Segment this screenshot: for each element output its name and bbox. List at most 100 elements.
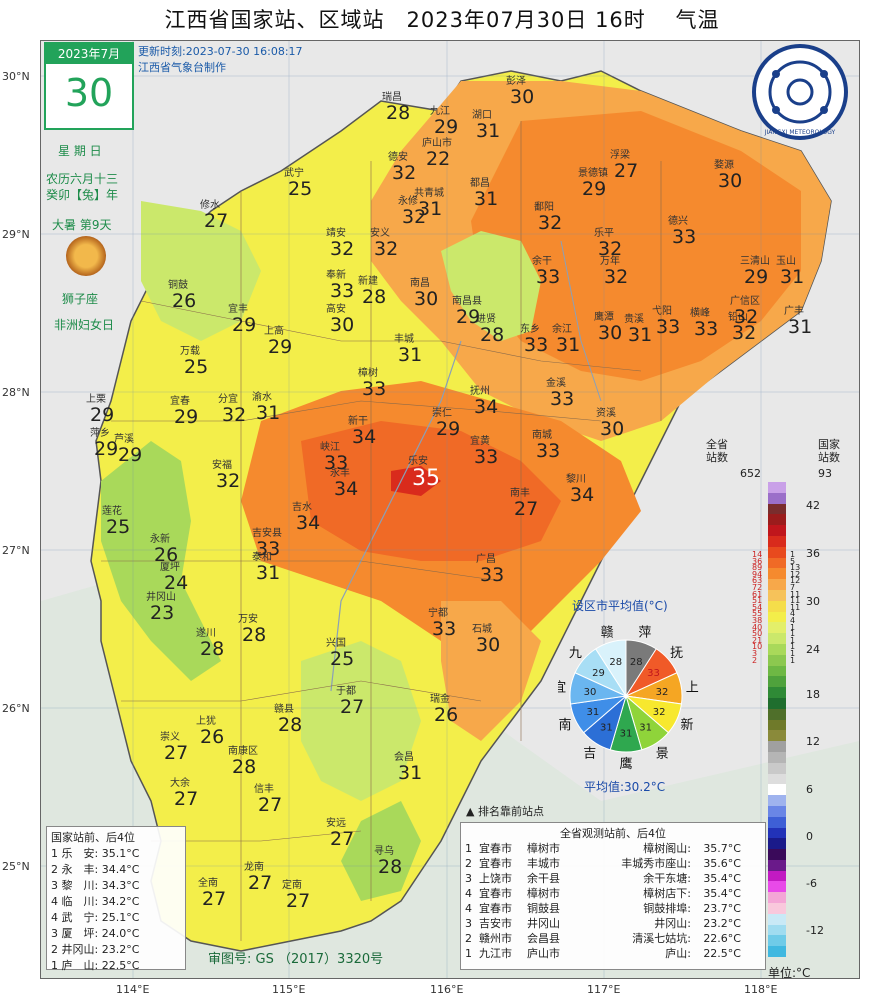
station-name: 庐山市 [422,138,452,149]
station-name: 上犹 [196,716,216,727]
colorbar-swatch [768,535,786,547]
station-name: 莲花 [102,506,122,517]
station-name: 横峰 [690,308,710,319]
station-temperature: 30 [330,314,355,336]
station-name: 余干 [532,256,552,267]
pie-city-label: 萍 [638,626,651,641]
station-temperature: 32 [222,404,247,426]
colorbar-swatch [768,557,786,569]
colorbar-swatch [768,816,786,828]
colorbar-swatch [768,719,786,731]
station-name: 峡江 [320,442,340,453]
station-temperature: 34 [570,484,595,506]
station-temperature: 34 [474,396,499,418]
all-ranking-cell: 23.7°C [703,902,741,915]
station-name: 鄱阳 [534,202,554,213]
all-ranking-cell: 余干县 [527,872,560,885]
station-temperature: 32 [374,238,399,260]
station-name: 上高 [264,326,284,337]
colorbar-count-national: 12 [790,576,801,586]
station-name: 武宁 [284,168,304,179]
station-temperature: 29 [174,406,199,428]
colorbar-tick: 30 [806,595,820,608]
colorbar-unit: 单位:°C [768,966,811,980]
colorbar-count-national: 7 [790,583,796,592]
all-ranking-cell: 樟树阁山: [643,842,691,855]
colorbar-swatch [768,503,786,515]
lat-label: 28°N [2,386,30,399]
station-temperature: 32 [598,238,623,260]
meteorology-logo-icon: JIANGXI METEOROLOGY [752,44,848,140]
station-name: 宜春 [170,396,190,407]
colorbar-count-national: 1 [790,550,796,559]
all-ranking-row: 1 宜春市 樟树市 樟树阁山: 35.7°C [465,841,761,856]
station-temperature: 25 [288,178,313,200]
station-temperature: 30 [600,418,625,440]
update-info: 更新时刻:2023-07-30 16:08:17 江西省气象台制作 [138,44,303,76]
all-ranking-rows: 1 宜春市 樟树市 樟树阁山: 35.7°C 2 宜春市 丰城市 丰城秀市座山: 35.6°C 3 上… [465,841,761,961]
station-temperature: 33 [324,452,349,474]
station-temperature: 33 [432,618,457,640]
colorbar-count-all: 51 [752,596,763,606]
colorbar-swatch [768,568,786,580]
station-name: 宜丰 [228,304,248,315]
station-temperature: 32 [538,212,563,234]
station-temperature: 27 [614,160,639,182]
station-temperature: 33 [694,318,719,340]
station-name: 新干 [348,416,368,427]
station-temperature: 29 [434,116,459,138]
station-temperature: 29 [90,404,115,426]
station-name: 乐平 [594,228,614,239]
colorbar-swatch [768,827,786,839]
station-name: 广丰 [784,306,804,317]
map-frame [40,40,860,979]
station-temperature: 25 [330,648,355,670]
national-ranking-box: 国家站前、后4位 1 乐 安: 35.1°C 2 永 丰: 34.4°C 3 黎… [46,826,186,972]
all-ranking-cell: 铜鼓排埠: [643,902,691,915]
all-ranking-cell: 赣州市 [479,932,512,945]
station-temperature: 27 [164,742,189,764]
station-temperature: 27 [258,794,283,816]
station-name: 万载 [180,346,200,357]
station-name: 万安 [238,614,258,625]
colorbar-count-national: 1 [790,655,796,665]
all-ranking-cell: 宜春市 [479,902,512,915]
station-temperature: 29 [268,336,293,358]
station-name: 遂川 [196,628,216,639]
station-temperature: 27 [330,828,355,850]
station-name: 抚州 [470,386,490,397]
station-temperature: 32 [604,266,629,288]
national-row: 2 井冈山: 23.2°C [51,943,140,956]
station-temperature: 31 [780,266,805,288]
calendar-month: 2023年7月 [46,44,132,64]
colorbar-count-national: 4 [790,609,796,619]
colorbar-count-all: 61 [752,589,763,599]
station-name: 都昌 [470,178,490,189]
all-ranking-cell: 上饶市 [479,872,512,885]
colorbar-swatch [768,665,786,677]
colorbar-count-national: 1 [790,642,796,652]
pie-slice-value: 28 [630,657,643,668]
all-ranking-cell: 丰城市 [527,857,560,870]
colorbar-swatch [768,859,786,871]
station-temperature: 29 [436,418,461,440]
national-row: 1 庐 山: 22.5°C [51,959,140,972]
station-name: 进贤 [476,314,496,325]
lat-label: 30°N [2,70,30,83]
station-name: 奉新 [326,270,346,281]
station-name: 安福 [212,460,232,471]
station-name: 黎川 [566,474,586,485]
station-name: 大余 [170,778,190,789]
all-ranking-row: 2 赣州市 会昌县 清溪七姑坑: 22.6°C [465,931,761,946]
station-temperature: 26 [172,290,197,312]
station-name: 宁都 [428,608,448,619]
colorbar-tick: -6 [806,877,817,890]
pie-city-label: 鹰 [619,756,632,772]
station-temperature: 31 [398,762,423,784]
station-name: 吉安县 [252,528,282,539]
station-temperature: 25 [106,516,131,538]
station-name: 南康区 [228,746,258,757]
colorbar-swatch [768,903,786,914]
colorbar-swatch [768,870,786,882]
all-ranking-cell: 余干东塘: [643,872,691,885]
